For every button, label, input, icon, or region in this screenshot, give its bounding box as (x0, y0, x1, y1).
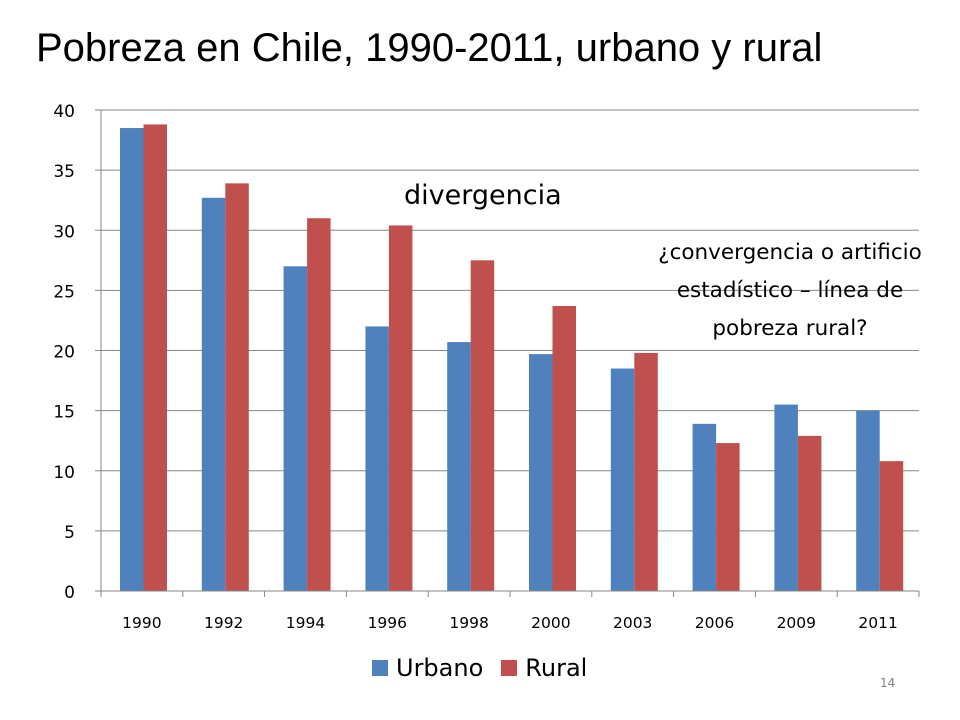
x-tick-label: 2011 (858, 614, 897, 632)
bar-rural-1992 (225, 183, 249, 592)
bar-rural-2003 (634, 352, 658, 591)
page-number: 14 (880, 676, 896, 690)
y-tick-label: 15 (53, 403, 75, 423)
bar-urbano-1994 (283, 266, 308, 591)
legend-item-rural: Rural (501, 654, 587, 682)
legend-swatch-urbano (372, 660, 388, 676)
bar-rural-1990 (143, 124, 167, 592)
axes (95, 109, 920, 597)
y-tick-label: 5 (64, 523, 75, 543)
bars (120, 124, 904, 592)
y-tick-label: 30 (53, 222, 75, 242)
x-tick-label: 1990 (122, 614, 161, 632)
legend-item-urbano: Urbano (372, 654, 483, 682)
x-tick-label: 2003 (613, 614, 652, 632)
legend-label-urbano: Urbano (396, 654, 484, 682)
y-tick-label: 0 (64, 583, 75, 603)
y-tick-label: 35 (53, 162, 75, 182)
annotation-line: ¿convergencia o artificio (658, 240, 922, 265)
chart-legend: Urbano Rural (372, 650, 587, 686)
bar-urbano-1996 (365, 326, 389, 591)
y-tick-label: 10 (53, 463, 75, 483)
bar-rural-1998 (470, 260, 495, 591)
bar-urbano-2000 (529, 354, 553, 591)
bar-rural-2006 (716, 443, 740, 591)
y-tick-label: 25 (53, 282, 75, 302)
slide-title: Pobreza en Chile, 1990-2011, urbano y ru… (36, 26, 823, 70)
x-tick-label: 2006 (695, 614, 734, 632)
bar-rural-2009 (797, 435, 822, 591)
bar-rural-1994 (307, 218, 331, 591)
x-tick-label: 1996 (368, 614, 407, 632)
bar-urbano-1990 (120, 128, 144, 591)
y-tick-label: 40 (53, 102, 75, 122)
x-tick-label: 2000 (531, 614, 570, 632)
bar-urbano-1992 (201, 197, 226, 591)
x-tick-labels: 1990 1992 1994 1996 1998 2000 2003 2006 2009 2011 (122, 614, 898, 632)
y-tick-label: 20 (53, 343, 75, 363)
legend-label-rural: Rural (525, 654, 588, 682)
bar-rural-1996 (388, 225, 413, 591)
annotation-line: estadístico – línea de (676, 278, 904, 303)
x-tick-label: 1994 (286, 614, 325, 632)
legend-swatch-rural (501, 660, 518, 676)
bar-urbano-2011 (856, 410, 880, 591)
bar-rural-2011 (879, 461, 904, 591)
x-tick-label: 1992 (204, 614, 243, 632)
x-tick-label: 1998 (449, 614, 488, 632)
bar-rural-2000 (552, 306, 576, 591)
bar-urbano-2009 (774, 404, 798, 591)
annotation-divergencia: divergencia (404, 180, 562, 211)
annotation-convergencia: ¿convergencia o artificio estadístico – … (610, 234, 960, 348)
bar-urbano-1998 (447, 342, 471, 591)
bar-urbano-2006 (692, 423, 717, 591)
bar-urbano-2003 (610, 368, 635, 591)
x-tick-label: 2009 (777, 614, 816, 632)
y-tick-labels: 0 5 10 15 20 25 30 35 40 (53, 102, 75, 603)
annotation-line: pobreza rural? (712, 316, 868, 341)
